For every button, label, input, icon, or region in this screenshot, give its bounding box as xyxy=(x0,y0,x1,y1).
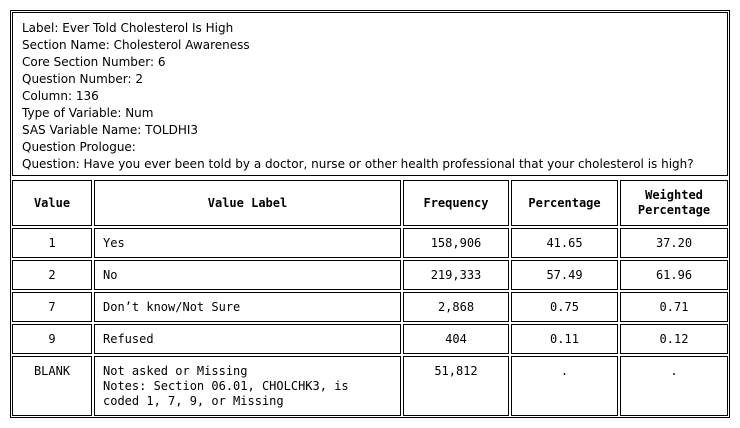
row5-weighted: . xyxy=(620,356,728,416)
question-number-line: Question Number: 2 xyxy=(22,72,143,86)
codebook-frame xyxy=(10,10,730,418)
sas-variable-name-line: SAS Variable Name: TOLDHI3 xyxy=(22,123,199,137)
row2-percentage: 57.49 xyxy=(511,260,618,290)
row4-frequency: 404 xyxy=(403,324,509,354)
row2-label: No xyxy=(94,260,401,290)
row1-percentage: 41.65 xyxy=(511,228,618,258)
header-value-label: Value Label xyxy=(94,180,401,226)
row2-weighted: 61.96 xyxy=(620,260,728,290)
row5-label-line1: Not asked or Missing xyxy=(103,364,248,378)
row5-label: Not asked or Missing Notes: Section 06.0… xyxy=(94,356,401,416)
row3-percentage: 0.75 xyxy=(511,292,618,322)
row1-label: Yes xyxy=(94,228,401,258)
row1-value: 1 xyxy=(12,228,92,258)
header-frequency: Frequency xyxy=(403,180,509,226)
row5-label-line3: coded 1, 7, 9, or Missing xyxy=(103,394,284,408)
question-line: Question: Have you ever been told by a d… xyxy=(22,157,694,171)
header-weighted-percentage: Weighted Percentage xyxy=(620,180,728,226)
question-prologue-line: Question Prologue: xyxy=(22,140,136,154)
row5-value: BLANK xyxy=(12,356,92,416)
row4-label: Refused xyxy=(94,324,401,354)
core-section-number-line: Core Section Number: 6 xyxy=(22,55,166,69)
row4-percentage: 0.11 xyxy=(511,324,618,354)
row5-label-line2: Notes: Section 06.01, CHOLCHK3, is xyxy=(103,379,349,393)
row3-value: 7 xyxy=(12,292,92,322)
section-name-line: Section Name: Cholesterol Awareness xyxy=(22,38,250,52)
row2-value: 2 xyxy=(12,260,92,290)
row3-label: Don’t know/Not Sure xyxy=(94,292,401,322)
type-of-variable-line: Type of Variable: Num xyxy=(22,106,154,120)
header-percentage: Percentage xyxy=(511,180,618,226)
header-weighted-line1: Weighted xyxy=(645,188,703,202)
row5-percentage: . xyxy=(511,356,618,416)
row2-frequency: 219,333 xyxy=(403,260,509,290)
row3-weighted: 0.71 xyxy=(620,292,728,322)
label-line: Label: Ever Told Cholesterol Is High xyxy=(22,21,234,35)
column-line: Column: 136 xyxy=(22,89,99,103)
header-weighted-line2: Percentage xyxy=(637,203,711,217)
row1-frequency: 158,906 xyxy=(403,228,509,258)
row4-value: 9 xyxy=(12,324,92,354)
row3-frequency: 2,868 xyxy=(403,292,509,322)
variable-info-panel: Label: Ever Told Cholesterol Is High Sec… xyxy=(12,12,728,176)
header-value: Value xyxy=(12,180,92,226)
row4-weighted: 0.12 xyxy=(620,324,728,354)
row1-weighted: 37.20 xyxy=(620,228,728,258)
row5-frequency: 51,812 xyxy=(403,356,509,416)
